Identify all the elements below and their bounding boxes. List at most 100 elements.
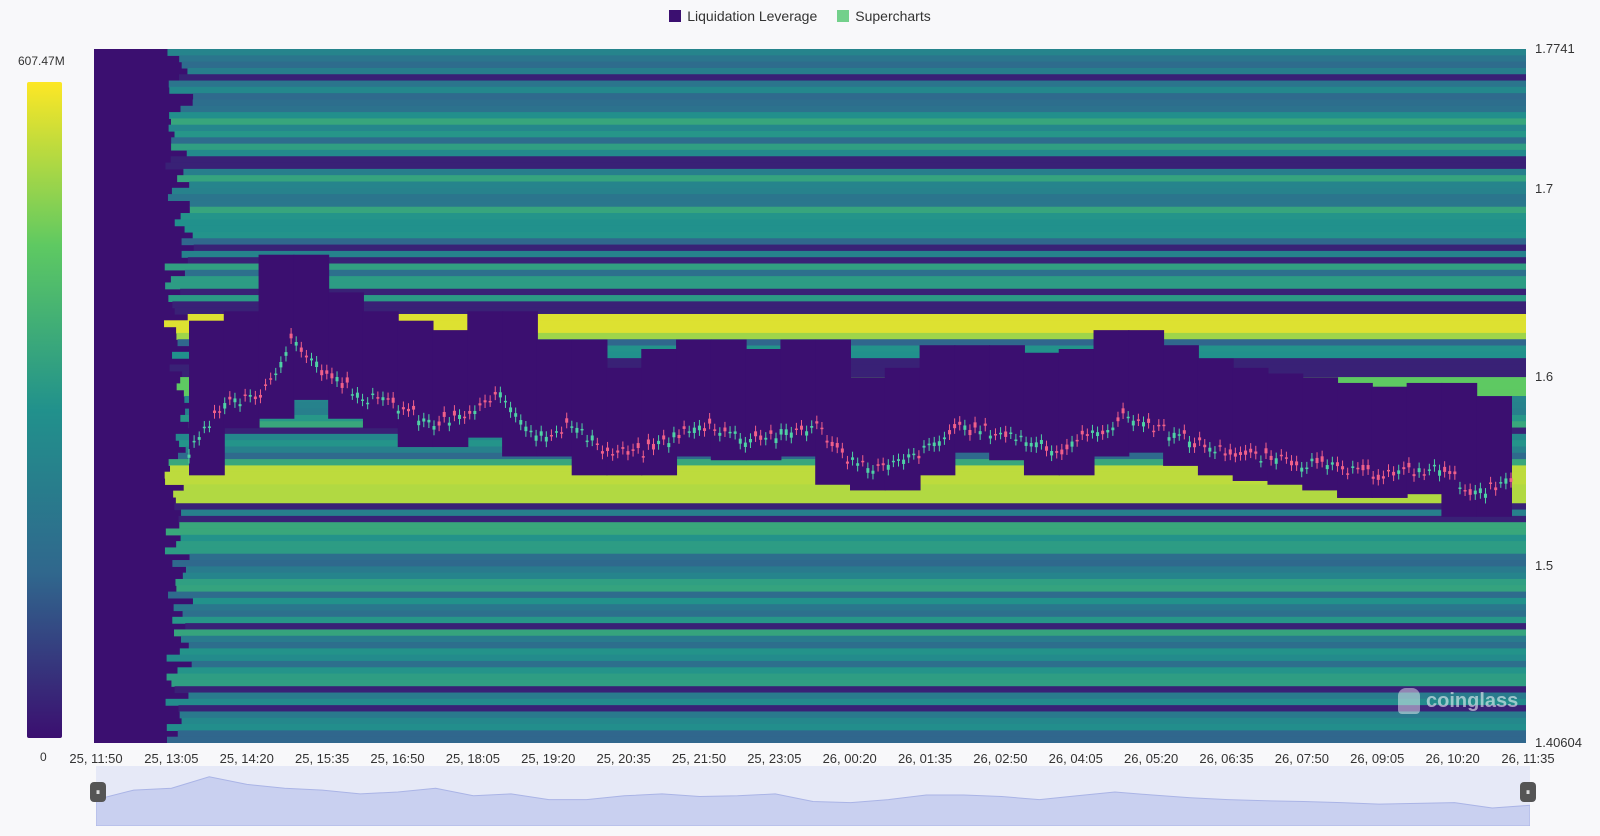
- candle-body: [703, 428, 707, 432]
- heatmap-plot[interactable]: [94, 49, 1526, 743]
- candle-body: [1392, 471, 1396, 476]
- candle-body: [1346, 473, 1350, 475]
- x-tick-label: 26, 01:35: [897, 751, 953, 766]
- candle-body: [1397, 470, 1401, 474]
- candle-body: [1417, 468, 1421, 473]
- candle-body: [264, 384, 268, 386]
- heat-band: [180, 288, 1526, 296]
- heat-band: [171, 143, 1526, 151]
- candle-body: [1443, 466, 1447, 472]
- legend-item-supercharts[interactable]: Supercharts: [837, 8, 931, 24]
- heat-band: [189, 200, 1526, 208]
- candle-body: [233, 398, 237, 403]
- heat-band: [186, 149, 1526, 157]
- heat-band: [164, 263, 1526, 271]
- liquidated-zone: [1371, 386, 1408, 498]
- candle-body: [524, 426, 528, 432]
- liquidated-zone: [432, 330, 469, 448]
- heat-band: [169, 86, 1526, 94]
- candle-body: [1407, 462, 1411, 468]
- candle-body: [422, 418, 426, 422]
- liquidated-zone: [536, 339, 573, 457]
- heat-band: [178, 705, 1526, 713]
- candle-body: [1131, 420, 1135, 426]
- candle-body: [406, 408, 410, 412]
- candle-body: [999, 432, 1003, 435]
- candle-body: [672, 432, 676, 438]
- candle-body: [1422, 474, 1426, 476]
- colorbar[interactable]: [27, 82, 62, 738]
- candle-body: [1141, 422, 1145, 427]
- candle-body: [718, 432, 722, 436]
- x-tick-label: 25, 11:50: [69, 751, 123, 766]
- candle-body: [580, 428, 584, 431]
- candle-body: [993, 433, 997, 436]
- candle-body: [258, 394, 262, 398]
- watermark-text: coinglass: [1426, 689, 1519, 712]
- liquidated-zone: [328, 292, 364, 419]
- heat-band: [174, 686, 1526, 694]
- candle-body: [345, 377, 349, 383]
- candle-body: [1039, 439, 1043, 444]
- candle-body: [417, 420, 421, 426]
- heat-band: [168, 295, 1526, 302]
- candle-body: [1499, 482, 1503, 484]
- liquidated-zone: [223, 311, 260, 429]
- x-tick-label: 26, 06:35: [1199, 751, 1254, 766]
- candle-body: [1045, 446, 1049, 451]
- candle-body: [963, 425, 967, 430]
- candle-body: [1177, 434, 1181, 436]
- candle-body: [1218, 445, 1222, 447]
- navigator-right-handle[interactable]: ⏸: [1520, 782, 1536, 802]
- candle-body: [1305, 467, 1309, 470]
- candle-body: [1034, 442, 1038, 448]
- candle-body: [733, 431, 737, 434]
- candle-body: [759, 435, 763, 440]
- candle-body: [1228, 449, 1232, 455]
- liquidated-zone: [293, 254, 330, 400]
- navigator-series-area: [96, 776, 1530, 826]
- candle-body: [886, 464, 890, 470]
- candle-body: [1065, 444, 1069, 450]
- heat-band: [168, 80, 1526, 88]
- heat-band: [166, 673, 1526, 681]
- heat-band: [166, 724, 1526, 731]
- candle-body: [1284, 457, 1288, 459]
- heat-band: [180, 105, 1526, 113]
- candle-body: [304, 355, 308, 358]
- heat-band: [170, 156, 1526, 164]
- range-navigator[interactable]: [96, 766, 1530, 826]
- heat-band: [187, 313, 1526, 321]
- candle-body: [1489, 482, 1493, 484]
- candle-body: [1254, 451, 1258, 454]
- candle-body: [784, 429, 788, 435]
- liquidated-zone: [676, 339, 712, 457]
- liquidated-zone: [1337, 382, 1373, 498]
- candle-body: [253, 396, 257, 400]
- candle-body: [942, 437, 946, 440]
- candle-body: [366, 402, 370, 405]
- legend-item-liquidation-leverage[interactable]: Liquidation Leverage: [669, 8, 817, 24]
- liquidated-zone: [1093, 330, 1130, 457]
- candle-body: [1121, 408, 1125, 414]
- liquidated-zone: [919, 345, 956, 476]
- x-tick-label: 26, 11:35: [1501, 751, 1555, 766]
- candle-body: [677, 434, 681, 439]
- liquidated-zone: [189, 320, 225, 476]
- y-tick-label: 1.6: [1535, 369, 1554, 385]
- colorbar-max-label: 607.47M: [18, 54, 65, 68]
- candle-body: [1009, 432, 1013, 434]
- heat-band: [181, 250, 1526, 258]
- navigator-left-handle[interactable]: ⏸: [90, 782, 106, 802]
- candle-body: [1320, 456, 1324, 462]
- candle-body: [361, 399, 365, 401]
- candle-body: [1167, 437, 1171, 441]
- candle-body: [937, 441, 941, 446]
- liquidated-zone: [1232, 367, 1269, 481]
- candle-body: [973, 422, 977, 428]
- heat-band: [167, 194, 1526, 202]
- candle-body: [978, 431, 982, 435]
- candle-body: [544, 436, 548, 442]
- colorbar-min-label: 0: [40, 750, 47, 764]
- candle-body: [1427, 469, 1431, 471]
